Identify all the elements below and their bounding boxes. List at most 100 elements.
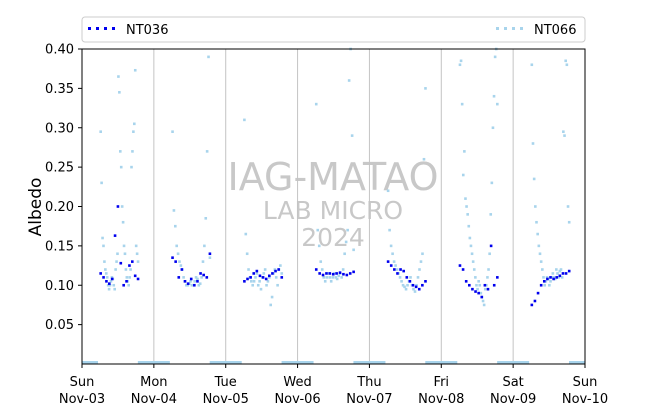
point-nt066: [178, 260, 181, 263]
point-nt066: [398, 276, 402, 279]
x-tick-label: Tue Nov-05: [203, 375, 249, 407]
point-nt066: [314, 102, 318, 106]
point-nt066: [424, 87, 427, 90]
point-nt036: [533, 299, 537, 303]
point-nt066: [483, 287, 487, 291]
point-nt036: [468, 283, 471, 287]
point-nt066: [343, 252, 346, 256]
point-nt066: [543, 283, 546, 287]
watermark-line-3: 2024: [301, 223, 365, 252]
point-nt066: [478, 283, 482, 287]
point-nt066: [118, 150, 122, 153]
point-nt036: [352, 270, 355, 274]
point-nt066: [388, 228, 391, 232]
point-nt036: [196, 280, 199, 283]
point-nt066: [418, 268, 421, 271]
point-nt036: [113, 234, 117, 237]
point-nt066: [340, 276, 343, 279]
data-points: [99, 47, 571, 307]
point-nt066: [130, 165, 133, 169]
legend-label-nt066: NT066: [534, 23, 576, 38]
point-nt066: [197, 283, 201, 287]
point-nt036: [199, 272, 202, 275]
y-tick-label: 0.20: [45, 200, 74, 215]
point-nt036: [314, 268, 318, 271]
point-nt036: [321, 273, 325, 277]
watermark-line-1: IAG-MATAO: [227, 155, 438, 199]
point-nt066: [279, 264, 282, 267]
point-nt066: [122, 244, 126, 248]
point-nt066: [201, 260, 205, 263]
y-tick-label: 0.25: [45, 161, 74, 176]
point-nt066: [419, 260, 423, 263]
watermark: IAG-MATAO LAB MICRO 2024: [227, 155, 438, 252]
point-nt066: [552, 276, 556, 279]
point-nt066: [125, 276, 129, 279]
point-nt066: [386, 189, 390, 193]
point-nt066: [198, 282, 202, 285]
point-nt066: [254, 276, 257, 279]
point-nt066: [395, 268, 399, 271]
point-nt066: [109, 280, 113, 283]
point-nt066: [259, 287, 263, 291]
point-nt066: [204, 217, 208, 220]
point-nt066: [458, 63, 462, 67]
point-nt066: [200, 276, 203, 279]
y-tick-label: 0.15: [45, 239, 74, 254]
point-nt066: [103, 260, 106, 263]
point-nt036: [108, 282, 111, 285]
point-nt036: [458, 264, 462, 267]
x-axis: Sun Nov-03 Mon Nov-04 Tue Nov-05 Wed Nov-06 Thu N…: [59, 364, 608, 407]
point-nt036: [567, 269, 571, 273]
point-nt036: [261, 276, 265, 279]
point-nt036: [189, 277, 193, 281]
legend-marker-nt066: [496, 27, 523, 30]
point-nt066: [316, 228, 320, 232]
point-nt066: [251, 283, 255, 287]
point-nt066: [322, 276, 326, 279]
point-nt066: [542, 276, 545, 279]
legend-item-nt036: NT036: [88, 23, 168, 38]
point-nt066: [562, 130, 565, 133]
point-nt036: [348, 272, 352, 275]
y-tick-label: 0.10: [45, 279, 74, 294]
point-nt066: [534, 205, 537, 208]
point-nt036: [335, 272, 338, 275]
watermark-line-2: LAB MICRO: [263, 196, 403, 225]
point-nt066: [409, 276, 412, 279]
point-nt036: [255, 269, 259, 273]
x-tick-label: Sun Nov-03: [59, 375, 105, 407]
point-nt066: [250, 280, 253, 283]
point-nt066: [106, 283, 110, 287]
legend: NT036 NT066: [81, 16, 586, 43]
point-nt066: [134, 244, 138, 248]
point-nt036: [489, 244, 493, 248]
point-nt066: [190, 283, 194, 287]
point-nt066: [120, 205, 124, 208]
point-nt066: [203, 244, 206, 248]
legend-marker-nt036: [88, 27, 115, 30]
point-nt036: [342, 272, 345, 276]
point-nt066: [413, 290, 417, 293]
point-nt066: [486, 276, 489, 279]
point-nt066: [320, 268, 324, 271]
point-nt066: [124, 268, 128, 271]
point-nt066: [479, 291, 483, 295]
point-nt066: [567, 220, 571, 224]
point-nt066: [566, 205, 570, 208]
point-nt066: [490, 181, 494, 185]
point-nt036: [105, 280, 108, 283]
point-nt066: [323, 280, 327, 283]
point-nt066: [133, 122, 136, 126]
point-nt036: [464, 280, 468, 283]
point-nt036: [408, 280, 412, 283]
point-nt036: [399, 268, 402, 271]
point-nt066: [128, 276, 131, 279]
point-nt036: [243, 280, 246, 283]
point-nt066: [171, 130, 174, 133]
point-nt036: [274, 269, 277, 273]
point-nt066: [110, 276, 114, 279]
x-tick-label: Sun Nov-10: [562, 375, 608, 407]
point-nt066: [465, 205, 468, 208]
point-nt036: [131, 260, 134, 263]
